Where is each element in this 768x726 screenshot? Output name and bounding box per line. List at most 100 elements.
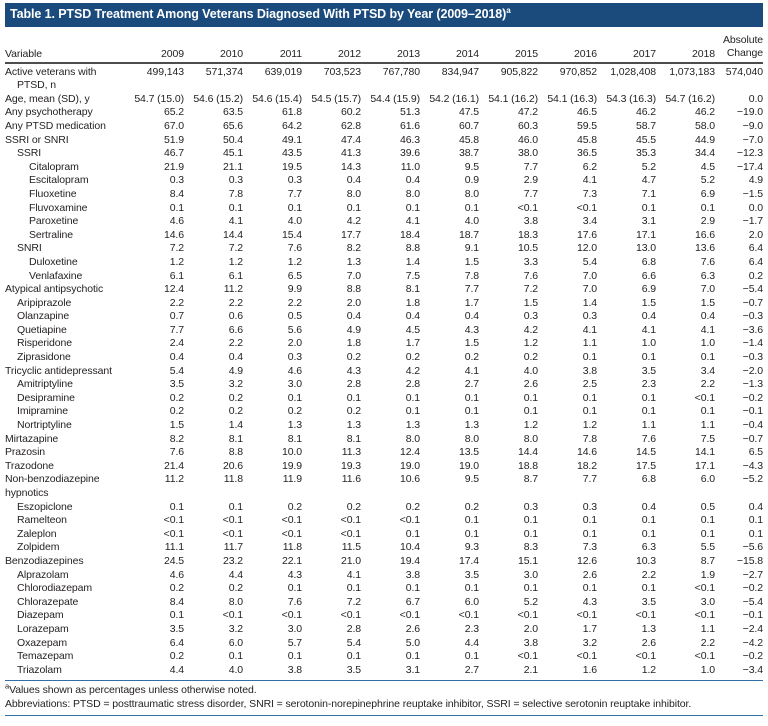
table-row: Sertraline 14.6 14.4 15.4 17.7 18.4 18.7 18.3 17…: [5, 229, 763, 243]
table-row: Desipramine 0.2 0.2 0.1 0.1 0.1 0.1 0.1 0.1 0.1 <0…: [5, 392, 763, 406]
cell-year-value: 6.0: [700, 473, 715, 486]
cell-year-value: 1.5: [169, 419, 184, 432]
cell-year-value: 0.1: [700, 405, 715, 418]
cell-year-value: 7.6: [287, 242, 302, 255]
row-label: Mirtazapine: [5, 432, 59, 445]
cell-year-value: 0.2: [228, 391, 243, 404]
cell-year-value: 11.0: [400, 160, 420, 173]
cell-year-value: 0.1: [582, 405, 597, 418]
cell-year-value: 0.1: [228, 500, 243, 513]
cell-year-value: 3.4: [582, 215, 597, 228]
cell-year-value: 47.5: [458, 106, 479, 119]
cell-year-value: 1.9: [700, 568, 715, 581]
cell-year-value: 3.1: [405, 663, 420, 676]
cell-year-value: 7.7: [464, 283, 479, 296]
cell-year-value: 17.1: [694, 459, 715, 472]
cell-year-value: 7.6: [700, 255, 715, 268]
cell-year-value: 2.7: [464, 663, 479, 676]
table-row: Mirtazapine 8.2 8.1 8.1 8.1 8.0 8.0 8.0 7.8 7.6 7.…: [5, 433, 763, 447]
cell-year-value: 2.5: [582, 378, 597, 391]
cell-year-value: 47.2: [517, 106, 538, 119]
table-row: Benzodiazepines 24.5 23.2 22.1 21.0 19.4 17.4 1…: [5, 555, 763, 569]
cell-year-value: 7.0: [700, 283, 715, 296]
table-row: Age, mean (SD), y 54.7 (15.0) 54.6 (15.2) 5…: [5, 93, 763, 107]
cell-year-value: 54.3 (16.3): [606, 92, 656, 105]
table-row: Zaleplon <0.1 <0.1 <0.1 <0.1 0.1 0.1 0.1 0.1 0.1 0…: [5, 528, 763, 542]
cell-absolute-change: −1.5: [742, 187, 763, 200]
row-label: Aripiprazole: [17, 296, 72, 309]
cell-year-value: 59.5: [576, 119, 597, 132]
row-label: Sertraline: [29, 228, 73, 241]
row-label: Venlafaxine: [29, 269, 83, 282]
cell-year-value: 4.7: [641, 174, 656, 187]
cell-year-value: 17.4: [458, 554, 479, 567]
table-row: Prazosin 7.6 8.8 10.0 11.3 12.4 13.5 14.4 14.6 14…: [5, 446, 763, 460]
cell-year-value: 0.1: [287, 201, 302, 214]
row-label: Benzodiazepines: [5, 554, 84, 567]
cell-year-value: 0.3: [228, 174, 243, 187]
cell-year-value: 0.1: [464, 391, 479, 404]
cell-year-value: 4.1: [405, 215, 420, 228]
cell-year-value: 0.1: [641, 582, 656, 595]
cell-year-value: 7.2: [228, 242, 243, 255]
cell-year-value: 0.1: [405, 201, 420, 214]
cell-year-value: 0.1: [228, 650, 243, 663]
row-label: Nortriptyline: [17, 419, 72, 432]
cell-year-value: 11.5: [341, 541, 361, 554]
table-title: Table 1. PTSD Treatment Among Veterans D…: [10, 7, 507, 21]
cell-year-value: 0.1: [169, 201, 184, 214]
cell-year-value: 6.9: [700, 187, 715, 200]
cell-year-value: 4.3: [287, 568, 302, 581]
cell-year-value: 46.7: [163, 147, 184, 160]
column-header-2015: 2015: [515, 47, 538, 60]
cell-year-value: 1.7: [582, 622, 597, 635]
cell-year-value: 0.2: [405, 351, 420, 364]
table-row: Ramelteon <0.1 <0.1 <0.1 <0.1 <0.1 0.1 0.1 0.1 0.…: [5, 514, 763, 528]
cell-year-value: 0.2: [287, 500, 302, 513]
cell-year-value: 8.1: [228, 432, 243, 445]
cell-year-value: 1.2: [582, 419, 597, 432]
cell-year-value: <0.1: [694, 650, 715, 663]
cell-year-value: 4.1: [641, 323, 656, 336]
table-header-row: Variable 2009 2010 2011 2012 2013 2014 2015 2016…: [5, 27, 763, 64]
row-label: Alprazolam: [17, 568, 69, 581]
cell-year-value: 21.1: [222, 160, 243, 173]
cell-year-value: 6.0: [228, 636, 243, 649]
cell-year-value: 4.9: [346, 323, 361, 336]
column-header-2016: 2016: [574, 47, 597, 60]
footnote-abbreviations: Abbreviations: PTSD = posttraumatic stre…: [5, 698, 763, 711]
cell-year-value: 0.4: [641, 500, 656, 513]
cell-year-value: 2.6: [582, 568, 597, 581]
row-label: Olanzapine: [17, 310, 70, 323]
cell-year-value: 0.4: [464, 310, 479, 323]
row-label: Zaleplon: [17, 527, 57, 540]
cell-year-value: 8.2: [169, 432, 184, 445]
cell-year-value: 8.0: [523, 432, 538, 445]
cell-year-value: 12.4: [163, 283, 184, 296]
cell-year-value: 62.8: [340, 119, 361, 132]
cell-year-value: <0.1: [517, 609, 538, 622]
row-label: SNRI: [17, 242, 42, 255]
cell-year-value: 0.2: [346, 351, 361, 364]
cell-year-value: 1.4: [405, 255, 420, 268]
cell-year-value: 3.8: [287, 663, 302, 676]
cell-year-value: 44.9: [694, 133, 715, 146]
row-label: Ramelteon: [17, 514, 67, 527]
cell-year-value: 7.6: [169, 446, 184, 459]
cell-year-value: 7.8: [464, 269, 479, 282]
cell-absolute-change: 6.4: [748, 255, 763, 268]
cell-year-value: 1.1: [700, 419, 715, 432]
row-label: Atypical antipsychotic: [5, 283, 104, 296]
cell-year-value: 6.2: [582, 160, 597, 173]
column-header-2018: 2018: [692, 47, 715, 60]
cell-year-value: 0.1: [346, 650, 361, 663]
cell-absolute-change: −5.2: [742, 473, 763, 486]
cell-year-value: 54.6 (15.4): [252, 92, 302, 105]
cell-absolute-change: 4.9: [748, 174, 763, 187]
cell-year-value: 1.1: [641, 419, 656, 432]
cell-year-value: 3.5: [169, 378, 184, 391]
cell-year-value: 1.3: [287, 419, 302, 432]
cell-year-value: 15.4: [281, 228, 302, 241]
cell-absolute-change: 0.0: [748, 201, 763, 214]
